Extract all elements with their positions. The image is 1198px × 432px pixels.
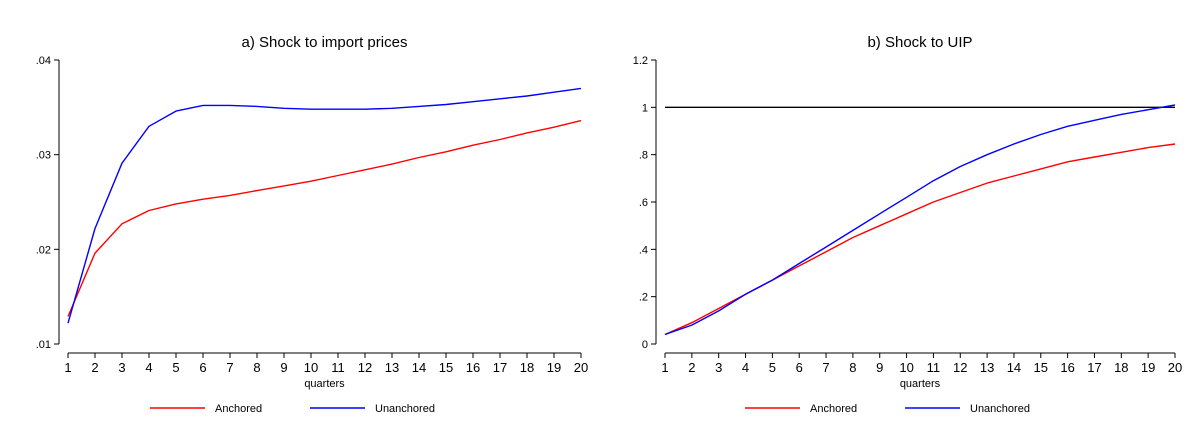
x-tick-label: 19 [1141,360,1155,375]
x-tick-label: 15 [1034,360,1048,375]
series-line-anchored [67,119,582,317]
x-tick-label: 3 [118,360,125,375]
x-tick-label: 14 [412,360,426,375]
series-line-unanchored [664,104,1176,336]
legend: Anchored Unanchored [150,403,435,415]
y-tick-label: .8 [639,150,648,162]
x-tick-label: 6 [199,360,206,375]
x-tick-label: 6 [796,360,803,375]
x-tick-label: 9 [280,360,287,375]
x-tick-label: 11 [331,360,345,375]
legend-label-unanchored: Unanchored [970,403,1030,415]
y-tick-label: .04 [36,55,51,67]
x-tick-label: 20 [1168,360,1182,375]
x-tick-label: 12 [953,360,967,375]
chart-panel-a: a) Shock to import prices.01.02.03.041 2 3… [36,34,589,415]
x-tick-label: 12 [358,360,372,375]
legend-label-unanchored: Unanchored [375,403,435,415]
x-tick-label: 18 [520,360,534,375]
x-tick-label: 9 [876,360,883,375]
x-tick-label: 1 [661,360,668,375]
series-line-unanchored [67,87,582,324]
x-axis-title: quarters [304,378,345,390]
y-tick-label: 1 [642,102,648,114]
x-tick-label: 13 [385,360,399,375]
chart-title: b) Shock to UIP [867,34,972,51]
x-tick-label: 5 [172,360,179,375]
x-tick-label: 20 [574,360,588,375]
x-tick-label: 10 [899,360,913,375]
x-tick-label: 13 [980,360,994,375]
y-tick-label: 0 [642,339,648,351]
chart-title: a) Shock to import prices [242,34,408,51]
x-tick-label: 17 [493,360,507,375]
y-tick-label: .03 [36,150,51,162]
x-tick-label: 7 [226,360,233,375]
x-tick-label: 8 [849,360,856,375]
x-tick-label: 7 [822,360,829,375]
x-tick-label: 15 [439,360,453,375]
y-tick-label: .02 [36,244,51,256]
legend-label-anchored: Anchored [215,403,262,415]
x-tick-label: 17 [1087,360,1101,375]
x-tick-label: 2 [688,360,695,375]
x-tick-label: 3 [715,360,722,375]
x-tick-label: 11 [927,360,941,375]
y-tick-label: .2 [639,292,648,304]
series-line-anchored [664,143,1176,336]
x-tick-label: 2 [91,360,98,375]
x-tick-label: 19 [547,360,561,375]
x-tick-label: 4 [145,360,152,375]
x-tick-label: 18 [1114,360,1128,375]
x-axis-title: quarters [900,378,941,390]
x-tick-label: 14 [1007,360,1021,375]
x-tick-label: 4 [742,360,749,375]
x-tick-label: 5 [769,360,776,375]
legend-label-anchored: Anchored [810,403,857,415]
y-tick-label: .6 [639,197,648,209]
x-tick-label: 10 [304,360,318,375]
y-tick-label: .4 [639,244,648,256]
x-tick-label: 16 [1060,360,1074,375]
y-tick-label: .01 [36,339,51,351]
x-tick-label: 8 [253,360,260,375]
x-tick-label: 1 [64,360,71,375]
y-tick-label: 1.2 [633,55,648,67]
legend: Anchored Unanchored [745,403,1030,415]
x-tick-label: 16 [466,360,480,375]
